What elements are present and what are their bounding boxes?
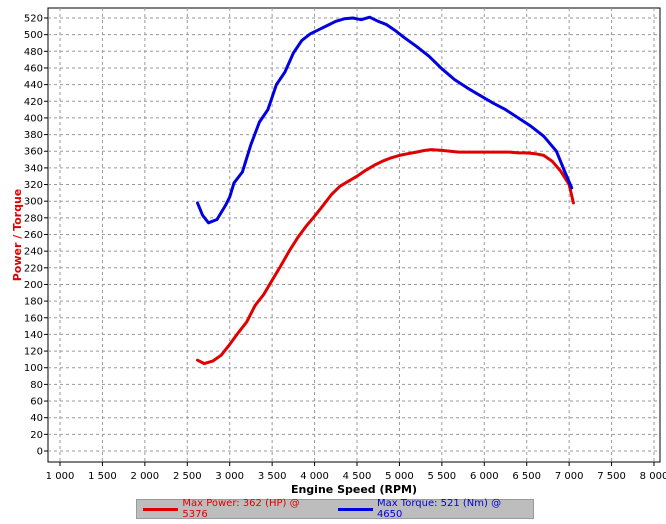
legend-swatch-power (143, 507, 179, 511)
y-tick-label: 100 (24, 363, 43, 374)
legend-label-torque: Max Torque: 521 (Nm) @ 4650 (376, 498, 502, 520)
x-tick-label: 4 000 (300, 471, 329, 482)
x-tick-label: 6 000 (470, 471, 499, 482)
y-tick-label: 240 (24, 247, 43, 258)
legend: Max Power: 362 (HP) @ 5376 Max Torque: 5… (136, 498, 534, 520)
y-tick-label: 460 (24, 63, 43, 74)
y-axis-title: Power / Torque (11, 189, 24, 282)
y-tick-label: 140 (24, 330, 43, 341)
x-tick-label: 5 500 (428, 471, 457, 482)
x-tick-label: 6 500 (512, 471, 541, 482)
series-lines (196, 15, 575, 366)
y-tick-label: 260 (24, 230, 43, 241)
y-tick-label: 320 (24, 180, 43, 191)
x-tick-label: 3 000 (215, 471, 244, 482)
y-tick-label: 40 (30, 413, 43, 424)
x-tick-label: 1 000 (46, 471, 75, 482)
y-tick-label: 340 (24, 163, 43, 174)
y-tick-label: 60 (30, 397, 43, 408)
y-tick-label: 80 (30, 380, 43, 391)
x-tick-labels: 1 000 1 500 2 000 2 500 3 000 3 500 4 000 4 500… (46, 471, 666, 482)
x-tick-label: 3 500 (258, 471, 287, 482)
x-axis-title: Engine Speed (RPM) (291, 483, 417, 496)
x-tick-label: 8 000 (640, 471, 666, 482)
y-tick-label: 200 (24, 280, 43, 291)
y-tick-label: 300 (24, 197, 43, 208)
legend-item-torque: Max Torque: 521 (Nm) @ 4650 (337, 498, 527, 520)
torque-series-line (196, 15, 574, 225)
y-tick-labels: 0 20 40 60 80 100 120 140 160 180 200 220 240 260 280 3… (24, 14, 43, 458)
y-tick-label: 220 (24, 263, 43, 274)
x-tick-label: 1 500 (88, 471, 117, 482)
y-tick-label: 400 (24, 113, 43, 124)
x-tick-label: 4 500 (343, 471, 372, 482)
y-tick-label: 380 (24, 130, 43, 141)
legend-label-power: Max Power: 362 (HP) @ 5376 (182, 498, 300, 520)
y-tick-label: 520 (24, 14, 43, 25)
y-tick-label: 160 (24, 313, 43, 324)
y-tick-label: 360 (24, 147, 43, 158)
y-tick-label: 180 (24, 297, 43, 308)
legend-item-power: Max Power: 362 (HP) @ 5376 (143, 498, 326, 520)
y-tick-label: 0 (37, 447, 43, 458)
y-tick-label: 20 (30, 430, 43, 441)
y-tick-label: 120 (24, 347, 43, 358)
x-tick-label: 2 000 (131, 471, 160, 482)
x-tick-label: 7 000 (555, 471, 584, 482)
y-tick-label: 280 (24, 213, 43, 224)
grid-lines (44, 8, 660, 466)
y-tick-label: 480 (24, 47, 43, 58)
x-tick-label: 2 500 (173, 471, 202, 482)
legend-swatch-torque (337, 507, 373, 511)
x-tick-label: 7 500 (597, 471, 626, 482)
y-tick-label: 440 (24, 80, 43, 91)
x-tick-label: 5 000 (385, 471, 414, 482)
y-tick-label: 500 (24, 30, 43, 41)
y-tick-label: 420 (24, 97, 43, 108)
power-series-line (196, 148, 575, 366)
